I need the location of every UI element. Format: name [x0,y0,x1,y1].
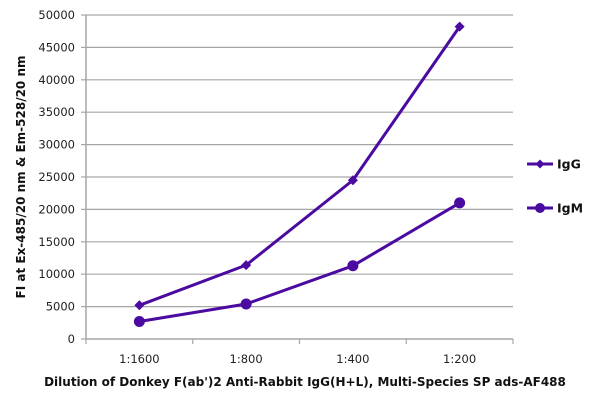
diamond-marker [454,21,465,32]
y-tick-label: 20000 [38,202,75,216]
legend-item-igm: IgM [527,201,583,216]
series-igg [134,21,465,311]
series-igm [133,197,466,328]
y-tick-label: 35000 [38,105,75,119]
x-tick-label: 1:1600 [119,352,159,366]
diamond-marker [347,175,358,186]
x-tick-label: 1:200 [443,352,476,366]
circle-marker [240,298,252,310]
circle-marker [133,316,145,328]
legend: IgG IgM [527,157,583,216]
x-tick-label: 1:800 [230,352,263,366]
legend-label: IgG [557,157,581,172]
y-tick-label: 50000 [38,8,75,22]
y-axis-title: FI at Ex-485/20 nm & Em-528/20 nm [14,56,28,299]
y-tick-label: 0 [68,332,75,346]
x-axis-title: Dilution of Donkey F(ab')2 Anti-Rabbit I… [44,375,566,389]
gridlines [81,14,513,340]
circle-marker [535,203,545,213]
x-tick-label: 1:400 [336,352,369,366]
legend-item-igg: IgG [527,157,581,172]
diamond-marker [241,260,252,271]
y-tick-label: 40000 [38,73,75,87]
y-tick-label: 45000 [38,40,75,54]
diamond-marker [535,159,545,169]
y-tick-label: 15000 [38,235,75,249]
y-tick-label: 25000 [38,170,75,184]
y-tick-label: 10000 [38,267,75,281]
legend-label: IgM [557,201,583,216]
y-tick-label: 5000 [46,300,75,314]
series-line [138,25,461,307]
circle-marker [454,197,466,209]
series-line [139,201,461,323]
diamond-marker [134,300,145,311]
y-tick-label: 30000 [38,138,75,152]
circle-marker [347,260,359,272]
